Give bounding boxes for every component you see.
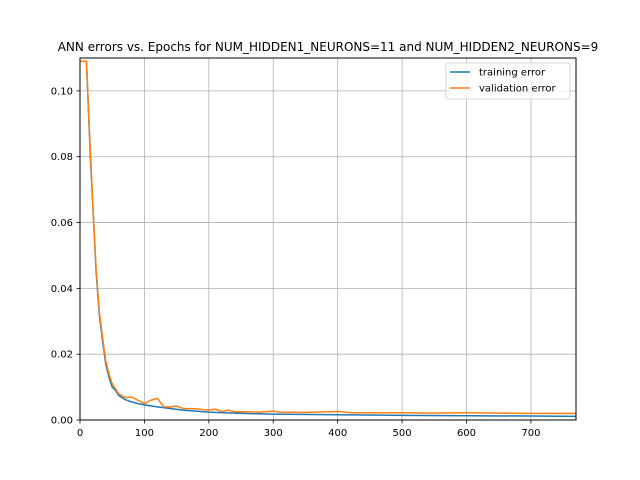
legend-label: training error bbox=[479, 68, 546, 79]
x-tick-label: 200 bbox=[199, 428, 218, 439]
series-line-validation-error bbox=[80, 60, 576, 415]
legend-label: validation error bbox=[479, 84, 557, 95]
series-lines bbox=[80, 60, 576, 418]
plot-frame bbox=[79, 57, 577, 421]
y-tick-label: 0.02 bbox=[51, 350, 73, 361]
y-tick-label: 0.08 bbox=[51, 152, 73, 163]
x-tick-label: 400 bbox=[328, 428, 347, 439]
plot-area bbox=[80, 58, 576, 420]
legend-box bbox=[445, 62, 571, 100]
x-tick-label: 600 bbox=[457, 428, 476, 439]
y-tick-label: 0.10 bbox=[51, 86, 73, 97]
x-tick-label: 300 bbox=[264, 428, 283, 439]
legend: training error validation error bbox=[445, 62, 571, 100]
y-tick-label: 0.06 bbox=[51, 218, 73, 229]
x-tick-label: 500 bbox=[393, 428, 412, 439]
y-tick-label: 0.00 bbox=[51, 416, 73, 427]
y-tick-label: 0.04 bbox=[51, 284, 73, 295]
chart-title: ANN errors vs. Epochs for NUM_HIDDEN1_NE… bbox=[58, 40, 599, 54]
x-tick-label: 0 bbox=[77, 428, 83, 439]
x-tick-label: 100 bbox=[135, 428, 154, 439]
x-tick-label: 700 bbox=[521, 428, 540, 439]
axis-ticks: 0 100 200 300 400 500 600 700 0.00 0.02 0.04 0.06 0.… bbox=[51, 86, 541, 439]
